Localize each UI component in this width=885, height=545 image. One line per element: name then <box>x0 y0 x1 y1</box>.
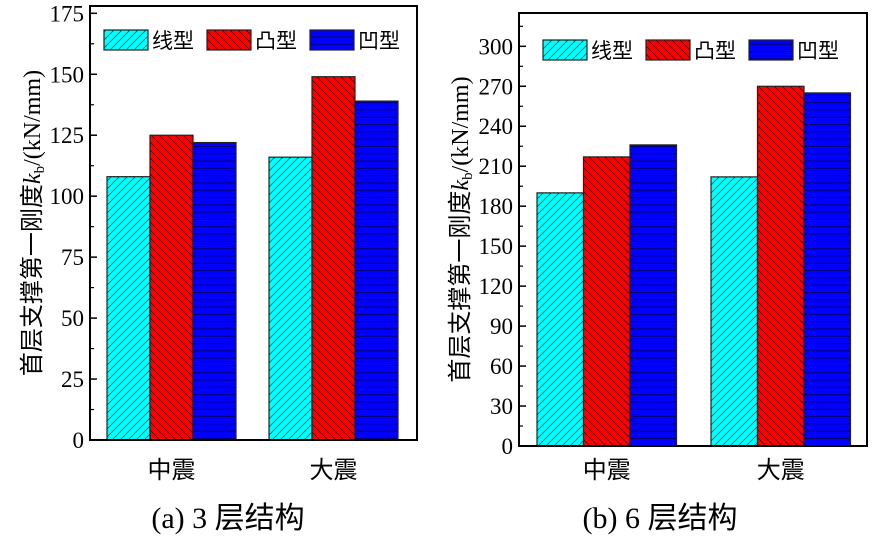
y-tick-label: 175 <box>50 1 85 26</box>
legend-label: 线型 <box>152 29 194 53</box>
legend-swatch-线型 <box>542 39 588 61</box>
bar-线型-大震 <box>268 156 313 441</box>
y-axis-label-sub: b <box>32 166 48 174</box>
legend-label: 凸型 <box>694 39 736 63</box>
legend-swatch-凹型 <box>309 29 355 51</box>
y-tick-label: 75 <box>61 245 84 270</box>
y-axis-label-main: 首层支撑第一刚度 <box>447 191 474 383</box>
y-tick-label: 270 <box>479 74 514 99</box>
bar-凹型-中震 <box>629 144 678 447</box>
y-axis-label: 首层支撑第一刚度kb/(kN/mm) <box>19 70 48 376</box>
y-axis-label-k: k <box>448 180 474 191</box>
y-axis-label-main: 首层支撑第一刚度 <box>19 184 46 376</box>
y-tick-label: 30 <box>490 394 513 419</box>
bar-凸型-中震 <box>149 134 194 441</box>
y-tick-label: 240 <box>479 114 514 139</box>
bar-凹型-大震 <box>803 92 852 447</box>
legend-swatch-凸型 <box>645 39 691 61</box>
y-tick-label: 100 <box>50 184 85 209</box>
bar-凸型-大震 <box>311 76 356 441</box>
legend-swatch-凹型 <box>748 39 794 61</box>
y-axis-label-sub: b <box>460 172 476 180</box>
y-tick-label: 0 <box>502 434 514 459</box>
legend-swatch-凸型 <box>206 29 252 51</box>
y-tick-label: 180 <box>479 194 514 219</box>
plot-frame <box>518 12 868 447</box>
y-tick-label: 125 <box>50 123 85 148</box>
chart-1: 中震 大震 0 30 60 90 120 150 180 210 240 270 300 线型 凸型 凹型首层… <box>447 12 868 535</box>
bar-凹型-中震 <box>192 141 237 441</box>
plot-frame <box>89 5 418 441</box>
bar-线型-大震 <box>710 176 759 447</box>
bar-线型-中震 <box>106 176 151 441</box>
legend-swatch-线型 <box>103 29 149 51</box>
bar-凸型-中震 <box>582 156 631 447</box>
x-tick-label: 大震 <box>757 457 805 484</box>
y-tick-label: 150 <box>50 62 85 87</box>
bar-凹型-大震 <box>354 100 399 441</box>
chart-0: 中震 大震 0 25 50 75 100 125 150 175 线型 凸型 凹型首层支撑第一刚度kb/… <box>19 1 418 535</box>
y-tick-label: 120 <box>479 274 514 299</box>
legend-label: 凹型 <box>358 29 400 53</box>
legend-label: 凹型 <box>797 39 839 63</box>
y-tick-label: 0 <box>73 428 85 453</box>
bar-凸型-大震 <box>756 85 805 447</box>
y-tick-label: 210 <box>479 154 514 179</box>
x-tick-label: 中震 <box>583 457 631 484</box>
y-tick-label: 25 <box>61 367 84 392</box>
y-tick-label: 60 <box>490 354 513 379</box>
chart-caption: (a) 3 层结构 <box>151 502 304 535</box>
legend-label: 线型 <box>591 39 633 63</box>
chart-caption: (b) 6 层结构 <box>583 502 738 535</box>
legend-label: 凸型 <box>255 29 297 53</box>
y-axis-label-unit: /(kN/mm) <box>448 76 474 172</box>
y-axis-label-k: k <box>20 173 46 184</box>
y-tick-label: 300 <box>479 34 514 59</box>
bar-线型-中震 <box>536 192 585 447</box>
y-tick-label: 150 <box>479 234 514 259</box>
y-axis-label: 首层支撑第一刚度kb/(kN/mm) <box>447 76 476 382</box>
x-tick-label: 大震 <box>310 457 358 484</box>
x-tick-label: 中震 <box>148 457 196 484</box>
y-tick-label: 90 <box>490 314 513 339</box>
y-tick-label: 50 <box>61 306 84 331</box>
y-axis-label-unit: /(kN/mm) <box>20 70 46 166</box>
